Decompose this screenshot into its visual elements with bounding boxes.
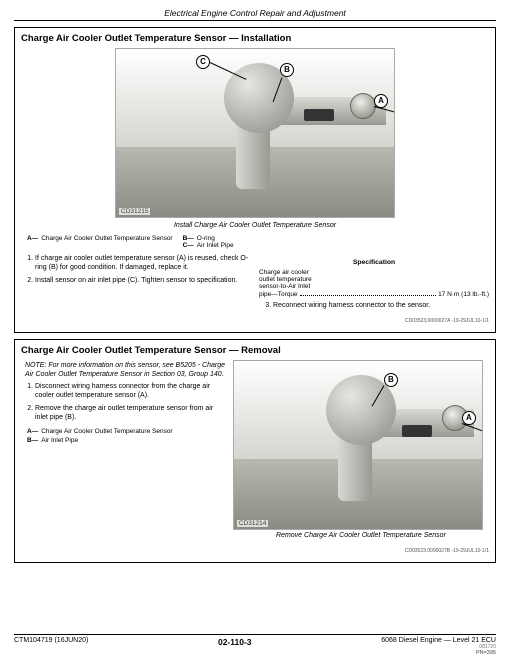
- removal-steps: Disconnect wiring harness connector from…: [21, 383, 227, 422]
- removal-legend-label-a: Charge Air Cooler Outlet Temperature Sen…: [41, 428, 172, 435]
- legend-label-c: Air Inlet Pipe: [197, 242, 234, 249]
- removal-step-1: Disconnect wiring harness connector from…: [35, 383, 227, 401]
- page-header: Electrical Engine Control Repair and Adj…: [14, 8, 496, 18]
- removal-note: NOTE: For more information on this senso…: [21, 362, 227, 380]
- removal-caption: Remove Charge Air Cooler Outlet Temperat…: [233, 532, 489, 539]
- install-fig-id: CD31215: [119, 208, 150, 215]
- spec-dots: [300, 290, 436, 296]
- removal-legend: A—Charge Air Cooler Outlet Temperature S…: [27, 428, 227, 444]
- section-installation: Charge Air Cooler Outlet Temperature Sen…: [14, 27, 496, 333]
- spec-label-3: sensor-to-Air Inlet: [259, 283, 489, 290]
- footer-pn: PN=395: [381, 650, 496, 656]
- removal-refcode: CD03523,0000027B -19-29JUL10-1/1: [21, 548, 489, 554]
- install-caption: Install Charge Air Cooler Outlet Tempera…: [21, 222, 489, 229]
- install-step-2: Install sensor on air inlet pipe (C). Ti…: [35, 277, 251, 286]
- spec-label-1: Charge air cooler: [259, 269, 489, 276]
- legend-label-a: Charge Air Cooler Outlet Temperature Sen…: [41, 235, 172, 242]
- removal-legend-label-b: Air Inlet Pipe: [41, 437, 78, 444]
- install-legend: A—Charge Air Cooler Outlet Temperature S…: [27, 235, 489, 249]
- section-removal: Charge Air Cooler Outlet Temperature Sen…: [14, 339, 496, 563]
- legend-key-a: A—: [27, 235, 38, 242]
- legend-key-c: C—: [183, 242, 194, 249]
- removal-step-2: Remove the charge air outlet temperature…: [35, 405, 227, 423]
- header-rule: [14, 20, 496, 21]
- install-figure: C B A CD31215 CD31215 —UN—29JUN10: [115, 48, 395, 218]
- legend-label-b: O-ring: [197, 235, 215, 242]
- removal-fig-id: CD31214: [237, 520, 268, 527]
- spec-label-4: pipe—Torque: [259, 291, 298, 298]
- legend-key-b: B—: [183, 235, 194, 242]
- spec-block: Specification Charge air cooler outlet t…: [259, 259, 489, 298]
- footer-left: CTM104719 (16JUN20): [14, 637, 88, 656]
- spec-heading: Specification: [259, 259, 489, 266]
- spec-value: 17 N·m (13 lb.-ft.): [438, 291, 489, 298]
- callout-b: B: [280, 63, 294, 77]
- removal-callout-b: B: [384, 373, 398, 387]
- install-steps-right: Reconnect wiring harness connector to th…: [259, 302, 489, 311]
- sensor-connector-2: [402, 425, 432, 437]
- callout-c: C: [196, 55, 210, 69]
- removal-legend-key-b: B—: [27, 437, 38, 444]
- install-title: Charge Air Cooler Outlet Temperature Sen…: [21, 33, 489, 44]
- filler-cap: [350, 93, 376, 119]
- removal-title: Charge Air Cooler Outlet Temperature Sen…: [21, 345, 489, 356]
- sensor-connector: [304, 109, 334, 121]
- page-footer: CTM104719 (16JUN20) 02-110-3 6068 Diesel…: [14, 634, 496, 656]
- install-columns: If charge air cooler outlet temperature …: [21, 253, 489, 315]
- page-root: Electrical Engine Control Repair and Adj…: [0, 0, 510, 662]
- spec-label-2: outlet temperature: [259, 276, 489, 283]
- install-steps-left: If charge air cooler outlet temperature …: [21, 255, 251, 285]
- install-step-1: If charge air cooler outlet temperature …: [35, 255, 251, 273]
- removal-legend-key-a: A—: [27, 428, 38, 435]
- removal-figure: B A CD31214 CD31214 —UN—29JUN10: [233, 360, 483, 530]
- footer-right-1: 6068 Diesel Engine — Level 21 ECU: [381, 637, 496, 644]
- footer-page-number: 02-110-3: [218, 637, 252, 656]
- removal-callout-a: A: [462, 411, 476, 425]
- install-refcode: CD03523,0000027A -19-29JUL10-1/1: [21, 318, 489, 324]
- install-step-3: Reconnect wiring harness connector to th…: [273, 302, 489, 311]
